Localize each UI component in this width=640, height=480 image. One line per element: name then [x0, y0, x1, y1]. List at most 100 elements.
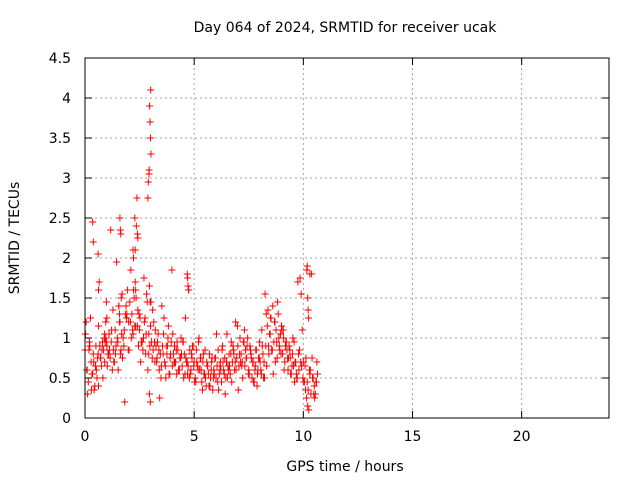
data-point-142	[236, 334, 244, 342]
data-point-463	[183, 270, 191, 278]
data-point-199	[298, 326, 306, 334]
data-point-420	[300, 378, 308, 386]
data-point-419	[298, 362, 306, 370]
x-tick-label-4: 20	[513, 429, 531, 445]
data-point-340	[125, 346, 133, 354]
data-point-404	[265, 350, 273, 358]
data-point-275	[216, 362, 224, 370]
data-point-250	[161, 362, 169, 370]
x-tick-label-1: 5	[190, 429, 199, 445]
data-point-341	[127, 334, 135, 342]
data-point-286	[240, 338, 248, 346]
data-point-370	[191, 378, 199, 386]
data-point-165	[261, 290, 269, 298]
data-point-469	[134, 234, 142, 242]
data-point-407	[271, 358, 279, 366]
data-point-228	[113, 334, 121, 342]
data-point-214	[83, 366, 91, 374]
data-point-47	[132, 222, 140, 230]
data-point-18	[101, 358, 109, 366]
data-point-299	[268, 346, 276, 354]
data-point-235	[129, 326, 137, 334]
data-point-352	[151, 326, 159, 334]
data-point-329	[101, 338, 109, 346]
data-point-195	[294, 278, 302, 286]
data-point-405	[267, 314, 275, 322]
data-point-388	[230, 350, 238, 358]
data-point-53	[139, 346, 147, 354]
data-point-390	[234, 386, 242, 394]
data-point-309	[290, 338, 298, 346]
data-point-269	[203, 358, 211, 366]
data-point-107	[198, 378, 206, 386]
y-tick-label-9: 4.5	[49, 51, 71, 67]
data-point-430	[147, 86, 155, 94]
data-point-208	[308, 354, 316, 362]
data-point-89	[178, 362, 186, 370]
data-point-224	[105, 350, 113, 358]
data-point-380	[212, 330, 220, 338]
data-point-432	[146, 118, 154, 126]
data-point-5	[86, 314, 94, 322]
data-point-327	[97, 354, 105, 362]
data-point-248	[157, 374, 165, 382]
data-point-139	[233, 354, 241, 362]
data-point-218	[91, 362, 99, 370]
data-point-35	[119, 334, 127, 342]
data-point-381	[215, 386, 223, 394]
data-point-231	[120, 342, 128, 350]
data-point-101	[191, 374, 199, 382]
data-point-356	[160, 314, 168, 322]
data-point-15	[97, 362, 105, 370]
data-point-359	[167, 350, 175, 358]
data-point-146	[240, 326, 248, 334]
data-point-412	[282, 338, 290, 346]
data-point-459	[306, 270, 314, 278]
data-point-325	[92, 366, 100, 374]
data-point-465	[132, 286, 140, 294]
x-axis-label: GPS time / hours	[286, 459, 403, 475]
data-point-399	[254, 366, 262, 374]
data-point-153	[248, 374, 256, 382]
data-point-330	[103, 362, 111, 370]
data-point-328	[99, 374, 107, 382]
data-point-175	[272, 326, 280, 334]
data-point-290	[249, 358, 257, 366]
data-point-203	[303, 394, 311, 402]
data-point-331	[105, 346, 113, 354]
data-point-421	[302, 354, 310, 362]
data-point-351	[149, 346, 157, 354]
y-tick-label-8: 4	[62, 91, 71, 107]
data-point-339	[123, 310, 131, 318]
data-point-428	[146, 342, 154, 350]
y-axis-label: SRMTID / TECUs	[7, 182, 23, 295]
data-point-230	[118, 330, 126, 338]
data-point-130	[223, 330, 231, 338]
data-point-13	[95, 278, 103, 286]
data-point-36	[120, 326, 128, 334]
data-point-455	[304, 306, 312, 314]
data-point-293	[255, 354, 263, 362]
data-point-274	[214, 378, 222, 386]
data-point-445	[102, 318, 110, 326]
grid-lines	[85, 58, 609, 418]
data-point-347	[140, 318, 148, 326]
data-point-364	[178, 350, 186, 358]
data-point-372	[195, 334, 203, 342]
data-point-249	[159, 350, 167, 358]
data-point-277	[220, 370, 228, 378]
data-point-117	[209, 386, 217, 394]
data-point-453	[95, 286, 103, 294]
data-point-177	[274, 310, 282, 318]
data-point-379	[210, 370, 218, 378]
data-point-427	[145, 390, 153, 398]
data-point-59	[145, 282, 153, 290]
data-point-393	[241, 362, 249, 370]
data-point-434	[147, 150, 155, 158]
data-point-409	[276, 346, 284, 354]
data-point-385	[223, 374, 231, 382]
data-point-357	[162, 342, 170, 350]
data-point-467	[131, 214, 139, 222]
data-point-63	[150, 318, 158, 326]
data-point-466	[132, 294, 140, 302]
